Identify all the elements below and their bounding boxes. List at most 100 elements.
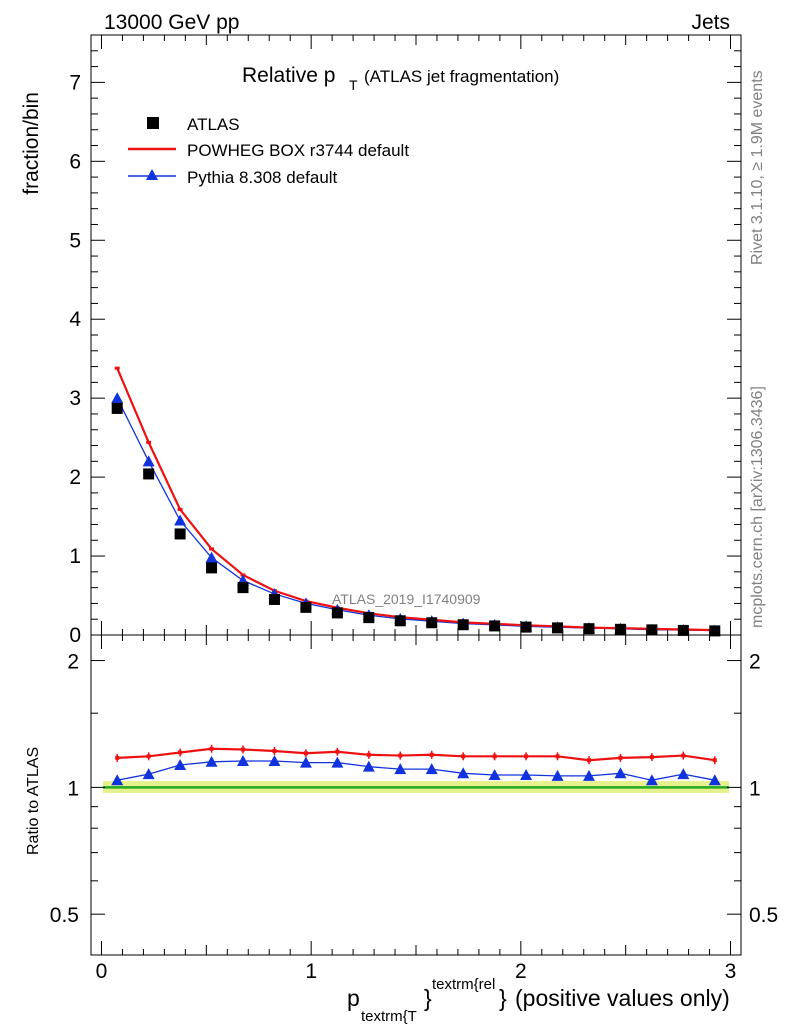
ratio-y-tick-labels: 0.5 0.5 1 1 2 2: [50, 651, 778, 928]
atlas-marker: [646, 624, 658, 636]
analysis-watermark: ATLAS_2019_I1740909: [332, 591, 481, 607]
atlas-marker: [143, 468, 155, 480]
x-tick-label: 3: [725, 960, 737, 983]
atlas-marker: [331, 607, 343, 619]
ratio-y-tick-label-right: 1: [749, 777, 761, 800]
ratio-powheg-point: [555, 754, 560, 759]
x-tick-labels: 0 1 2 3: [96, 960, 737, 983]
ratio-y-axis-label: Ratio to ATLAS: [25, 747, 42, 855]
ratio-pythia-marker: [237, 755, 250, 767]
main-y-tick-label: 2: [69, 466, 81, 489]
atlas-marker: [709, 625, 721, 637]
main-y-tick-label: 7: [69, 71, 81, 94]
ratio-pythia-marker: [677, 768, 690, 780]
ratio-powheg-point: [524, 754, 529, 759]
atlas-marker: [394, 615, 406, 627]
legend: ATLAS POWHEG BOX r3744 default Pythia 8.…: [128, 115, 409, 187]
ratio-pythia-marker: [268, 755, 281, 767]
x-title-main: p: [347, 985, 360, 1011]
atlas-marker: [426, 617, 438, 629]
main-series-group: [111, 366, 721, 637]
main-y-tick-label: 0: [69, 624, 81, 647]
main-y-axis-label: fraction/bin: [20, 92, 43, 195]
title-note: (ATLAS jet fragmentation): [364, 67, 559, 86]
ratio-uncertainty-band: [103, 781, 729, 793]
atlas-marker: [300, 601, 312, 613]
ratio-powheg-line: [117, 747, 715, 762]
title-main: Relative p: [242, 64, 335, 87]
x-title-superscript: textrm{rel: [432, 976, 495, 993]
ratio-powheg-point: [681, 753, 686, 758]
pythia-marker: [111, 392, 124, 404]
x-tick-label: 1: [305, 960, 317, 983]
main-y-tick-label: 6: [69, 150, 81, 173]
ratio-pythia-marker: [457, 767, 470, 779]
ratio-pythia-marker: [551, 769, 564, 781]
ratio-powheg-point: [178, 750, 183, 755]
x-title-subscript: textrm{T: [361, 1008, 417, 1024]
ratio-powheg-point: [398, 753, 403, 758]
atlas-marker: [363, 612, 375, 624]
x-tick-label: 0: [96, 960, 108, 983]
ratio-pythia-marker: [394, 763, 407, 775]
legend-pythia-label: Pythia 8.308 default: [187, 168, 338, 187]
main-y-tick-labels: 0 1 2 3 4 5 6 7: [69, 71, 81, 647]
ratio-powheg-point: [272, 748, 277, 753]
pythia-marker: [205, 551, 218, 563]
x-title-sup-brace: }: [499, 985, 507, 1011]
ratio-powheg-point: [335, 749, 340, 754]
atlas-marker: [206, 562, 218, 574]
atlas-marker: [489, 620, 501, 632]
main-y-tick-label: 5: [69, 229, 81, 252]
x-title-sub-brace: }: [424, 985, 432, 1011]
ratio-pythia-line: [117, 760, 715, 781]
main-y-tick-label: 3: [69, 387, 81, 410]
ratio-y-tick-label-right: 2: [749, 651, 761, 674]
ratio-powheg-point: [146, 754, 151, 759]
ratio-powheg-point: [429, 752, 434, 757]
mcplots-label: mcplots.cern.ch [arXiv:1306.3436]: [749, 386, 766, 628]
atlas-marker: [174, 528, 186, 540]
title-subscript: T: [349, 77, 358, 93]
x-tick-label: 2: [515, 960, 527, 983]
ratio-series-group: [111, 744, 721, 786]
ratio-pythia-marker: [331, 756, 344, 768]
pythia-marker: [174, 514, 187, 526]
ratio-powheg-point: [492, 754, 497, 759]
x-axis-title: p textrm{T } textrm{rel } (positive valu…: [347, 976, 730, 1024]
ratio-y-tick-label-right: 0.5: [749, 904, 778, 927]
atlas-marker: [583, 623, 595, 635]
atlas-marker: [237, 582, 249, 594]
ratio-powheg-point: [241, 747, 246, 752]
ratio-powheg-point: [461, 754, 466, 759]
ratio-powheg-point: [618, 755, 623, 760]
legend-atlas-marker: [147, 117, 159, 129]
main-axis-ticks: [91, 35, 741, 636]
ratio-powheg-point: [303, 751, 308, 756]
atlas-marker: [520, 621, 532, 633]
ratio-powheg-point: [586, 758, 591, 763]
ratio-axis-ticks: [91, 635, 741, 955]
ratio-pythia-marker: [174, 759, 187, 771]
main-y-tick-label: 4: [69, 308, 81, 331]
process-label: Jets: [691, 11, 730, 34]
main-chart-title: Relative p T (ATLAS jet fragmentation): [242, 64, 559, 93]
ratio-powheg-point: [649, 755, 654, 760]
ratio-pythia-marker: [520, 768, 533, 780]
legend-atlas-label: ATLAS: [187, 115, 240, 134]
ratio-pythia-marker: [111, 774, 124, 786]
ratio-powheg-point: [712, 758, 717, 763]
ratio-y-tick-label: 1: [67, 777, 79, 800]
ratio-pythia-marker: [645, 774, 658, 786]
atlas-marker: [268, 593, 280, 605]
ratio-powheg-point: [209, 746, 214, 751]
ratio-panel-frame: [90, 634, 742, 956]
legend-powheg-label: POWHEG BOX r3744 default: [187, 141, 409, 160]
ratio-pythia-marker: [708, 774, 721, 786]
ratio-y-tick-label: 2: [67, 651, 79, 674]
ratio-pythia-marker: [299, 756, 312, 768]
x-title-note: (positive values only): [515, 985, 730, 1011]
ratio-pythia-marker: [488, 768, 501, 780]
ratio-y-tick-label: 0.5: [50, 904, 79, 927]
